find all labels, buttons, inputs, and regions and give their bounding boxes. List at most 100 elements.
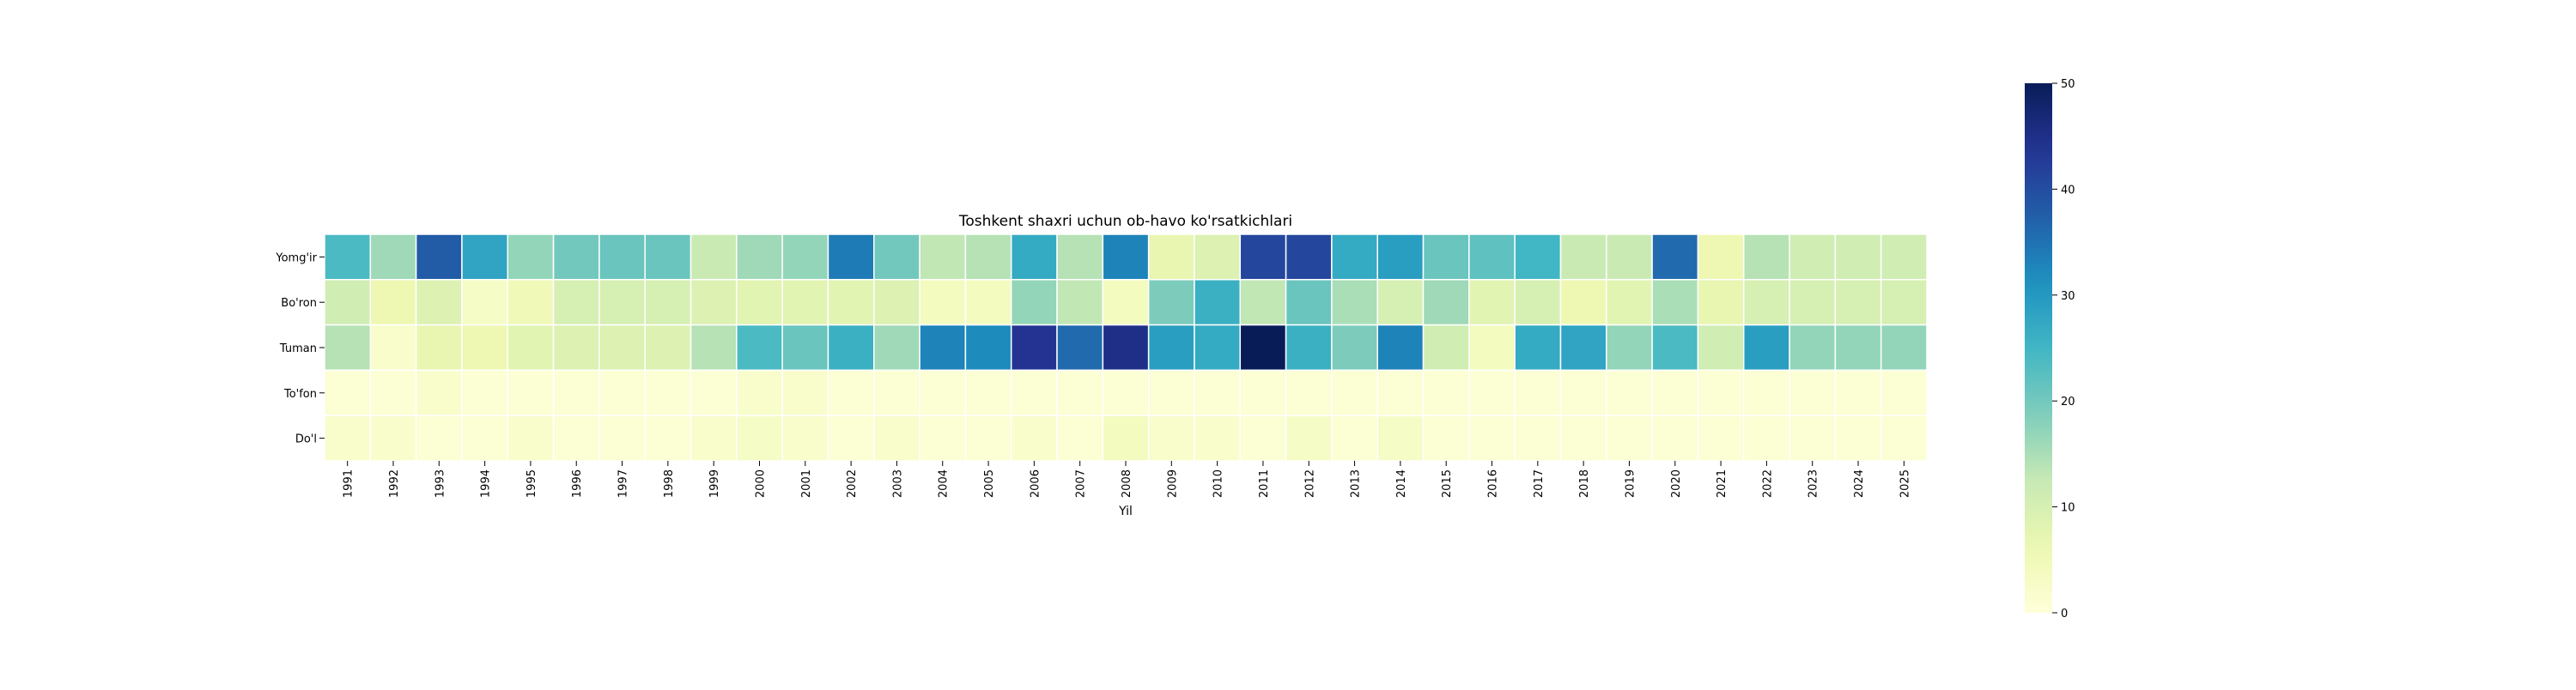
heatmap-cell: [964, 415, 1012, 462]
x-tick-label: 2014: [1395, 469, 1408, 498]
heatmap-cell: [415, 369, 463, 416]
heatmap-cell: [1559, 279, 1607, 326]
heatmap-cell: [736, 324, 783, 372]
heatmap-cell: [507, 279, 555, 326]
heatmap-cell: [919, 369, 967, 416]
heatmap-cell: [415, 233, 463, 281]
heatmap-cell: [1194, 369, 1242, 416]
x-tick-label: 2024: [1853, 469, 1866, 498]
heatmap-cell: [552, 279, 600, 326]
heatmap-cell: [1468, 369, 1516, 416]
heatmap-cell: [1742, 233, 1790, 281]
heatmap-cell: [1651, 279, 1699, 326]
colorbar-tick-label: 40: [2061, 184, 2075, 197]
heatmap-cell: [1422, 369, 1470, 416]
heatmap-cell: [781, 369, 829, 416]
heatmap-cell: [507, 324, 555, 372]
heatmap-cell: [552, 369, 600, 416]
heatmap-cell: [1056, 324, 1104, 372]
x-tick-label: 2005: [983, 469, 996, 498]
y-tick-label: Bo'ron: [281, 297, 317, 310]
heatmap-cell: [1880, 324, 1928, 372]
y-tick-label: Yomg'ir: [275, 251, 317, 264]
heatmap-cell: [1514, 279, 1562, 326]
y-axis-ticks: Yomg'ir Bo'ron Tuman To'fon Do'l: [275, 251, 325, 446]
x-tick-label: 2015: [1441, 469, 1454, 498]
x-tick-label: 2000: [754, 469, 767, 498]
heatmap-cell: [1239, 233, 1287, 281]
heatmap-cell: [690, 324, 738, 372]
heatmap-cell: [1285, 369, 1333, 416]
x-tick-label: 2003: [891, 469, 904, 498]
heatmap-cell: [507, 233, 555, 281]
heatmap-cell: [1147, 415, 1195, 462]
heatmap-cell: [1834, 279, 1882, 326]
heatmap-cell: [1834, 324, 1882, 372]
heatmap-cell: [1742, 369, 1790, 416]
x-tick-label: 2019: [1624, 469, 1637, 498]
heatmap-cell: [324, 324, 372, 372]
heatmap-cell: [964, 324, 1012, 372]
heatmap-cell: [644, 369, 692, 416]
heatmap-cell: [369, 279, 417, 326]
colorbar-gradient: [2025, 83, 2052, 613]
x-tick-label: 1999: [708, 469, 721, 498]
x-tick-label: 1998: [663, 469, 676, 498]
x-axis-ticks: 1991 1992 1993 1994 1995 1996 1997 1998 1999 2000…: [343, 461, 1911, 498]
heatmap-cell: [415, 415, 463, 462]
heatmap-cell: [507, 369, 555, 416]
heatmap-cell: [919, 233, 967, 281]
heatmap-cell: [1376, 233, 1425, 281]
heatmap-cell: [1606, 415, 1653, 462]
heatmap-cell: [964, 233, 1012, 281]
y-tick-label: Do'l: [295, 433, 317, 446]
heatmap-cell: [644, 233, 692, 281]
heatmap-cell: [369, 324, 417, 372]
heatmap-cell: [369, 369, 417, 416]
heatmap-cell: [1834, 415, 1882, 462]
heatmap-cell: [1697, 324, 1745, 372]
heatmap-cells: [324, 233, 1928, 462]
heatmap-cell: [1102, 233, 1150, 281]
heatmap-cell: [919, 415, 967, 462]
heatmap-cell: [598, 233, 646, 281]
heatmap-cell: [1056, 369, 1104, 416]
heatmap-cell: [598, 324, 646, 372]
x-tick-label: 1995: [526, 469, 538, 498]
heatmap-cell: [1514, 415, 1562, 462]
heatmap-cell: [1697, 415, 1745, 462]
heatmap-cell: [1697, 279, 1745, 326]
heatmap-cell: [644, 279, 692, 326]
heatmap-cell: [1010, 369, 1058, 416]
heatmap-cell: [1056, 415, 1104, 462]
chart-title: Toshkent shaxri uchun ob-havo ko'rsatkic…: [958, 213, 1292, 230]
heatmap-cell: [1606, 279, 1653, 326]
heatmap-cell: [1742, 279, 1790, 326]
heatmap-cell: [1606, 369, 1653, 416]
x-tick-label: 2013: [1350, 469, 1363, 498]
heatmap-cell: [1789, 279, 1837, 326]
x-tick-label: 1996: [571, 469, 584, 498]
heatmap-cell: [1331, 324, 1378, 372]
x-tick-label: 2008: [1121, 469, 1133, 498]
x-tick-label: 1994: [480, 469, 493, 498]
heatmap-cell: [598, 279, 646, 326]
heatmap-cell: [1651, 415, 1699, 462]
heatmap-cell: [827, 324, 875, 372]
heatmap-cell: [552, 324, 600, 372]
heatmap-cell: [1468, 233, 1516, 281]
heatmap-cell: [324, 369, 372, 416]
heatmap-cell: [1239, 415, 1287, 462]
heatmap-cell: [964, 279, 1012, 326]
x-tick-label: 2006: [1029, 469, 1042, 498]
heatmap-cell: [1102, 279, 1150, 326]
heatmap-cell: [919, 324, 967, 372]
heatmap-cell: [1834, 233, 1882, 281]
heatmap-cell: [1239, 369, 1287, 416]
heatmap-cell: [1742, 415, 1790, 462]
heatmap-cell: [736, 233, 783, 281]
x-tick-label: 1993: [434, 469, 447, 498]
heatmap-cell: [1834, 369, 1882, 416]
heatmap-cell: [1331, 233, 1378, 281]
